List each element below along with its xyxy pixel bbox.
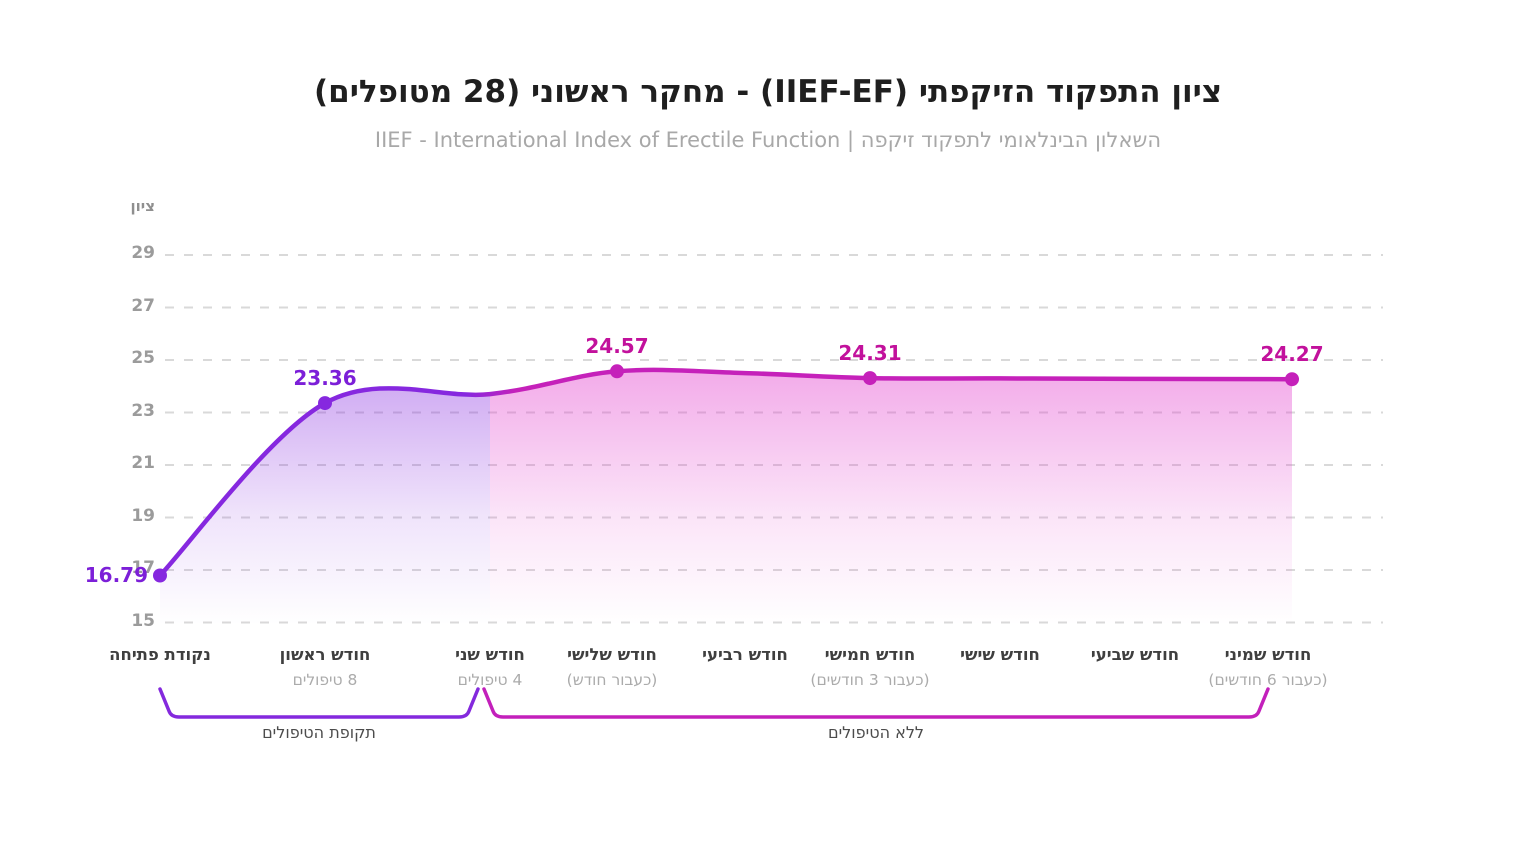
y-tick-label: 27 <box>131 295 155 316</box>
x-axis-sublabel: (כעבור 6 חודשים) <box>1208 671 1328 689</box>
y-tick-label: 15 <box>131 610 155 631</box>
brace-label-no-treatment: ללא הטיפולים <box>827 723 924 742</box>
data-point-label: 23.36 <box>293 366 357 391</box>
data-point-dot <box>610 364 624 379</box>
area-fill-treatment <box>160 388 490 623</box>
x-axis-label: חודש שלישי <box>567 645 657 664</box>
x-axis-sublabel: (כעבור חודש) <box>566 671 658 689</box>
data-point-dot <box>318 396 332 411</box>
brace-no-treatment-period <box>482 687 1270 719</box>
x-axis-label: נקודת פתיחה <box>109 645 211 664</box>
y-tick-label: 17 <box>131 558 155 578</box>
area-fill-no-treatment <box>490 369 1292 623</box>
x-axis-label: חודש שני <box>455 645 525 664</box>
x-axis-label: חודש שמיני <box>1224 645 1312 664</box>
x-axis-sublabel: 8 טיפולים <box>292 671 358 689</box>
y-axis-title: ציון <box>130 197 155 215</box>
x-axis-label: חודש חמישי <box>824 645 916 664</box>
data-point-label: 24.31 <box>838 341 902 366</box>
data-point-label: 24.27 <box>1260 342 1324 367</box>
data-point-label: 24.57 <box>585 334 649 359</box>
x-axis-label: חודש שישי <box>960 645 1040 664</box>
data-point-dot <box>153 568 167 583</box>
y-tick-label: 29 <box>131 243 155 263</box>
y-tick-label: 19 <box>131 505 155 526</box>
series-line <box>157 367 1295 578</box>
brace-treatment-period <box>158 687 480 719</box>
y-tick-label: 23 <box>131 400 155 421</box>
data-point-dot <box>863 371 877 386</box>
y-tick-label: 25 <box>131 348 155 368</box>
x-axis-label: חודש ראשון <box>279 645 371 664</box>
chart-title: ציון התפקוד הזיקפתי (IIEF-EF) - מחקר ראש… <box>313 74 1223 110</box>
y-tick-label: 21 <box>131 453 155 473</box>
data-point-label: 16.79 <box>84 562 148 587</box>
x-axis-label: חודש שביעי <box>1090 645 1180 664</box>
x-axis-sublabel: (כעבור 3 חודשים) <box>810 671 930 689</box>
x-axis-sublabel: 4 טיפולים <box>457 671 523 689</box>
chart-subtitle: השאלון הבינלאומי לתפקוד זיקפה | IIEF - I… <box>374 128 1162 152</box>
data-point-dot <box>1285 372 1299 387</box>
x-axis-label: חודש רביעי <box>702 645 788 664</box>
brace-label-treatment: תקופת הטיפולים <box>262 723 376 742</box>
